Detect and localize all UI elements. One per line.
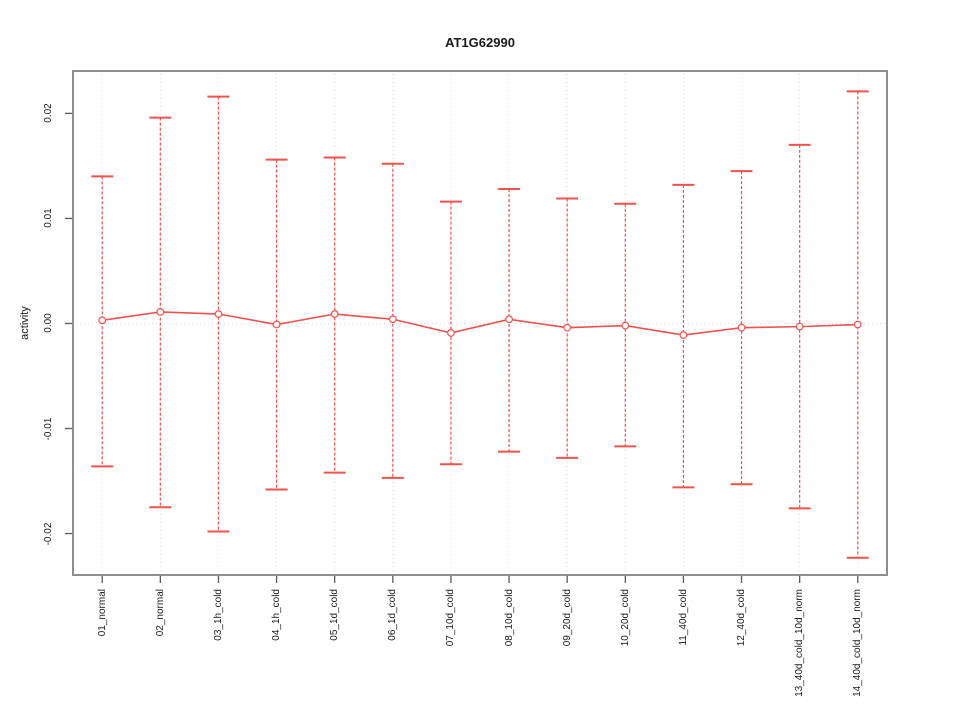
- x-tick-label: 04_1h_cold: [271, 589, 283, 641]
- y-tick-label: 0.01: [43, 208, 54, 229]
- data-point: [563, 323, 572, 332]
- x-tick-label: 03_1h_cold: [212, 589, 224, 641]
- data-point: [388, 315, 397, 324]
- data-point: [505, 315, 513, 324]
- data-point: [214, 310, 223, 318]
- plot-frame: [72, 70, 888, 576]
- x-tick-label: 06_1d_cold: [387, 589, 399, 641]
- y-axis-title: activity: [19, 306, 31, 340]
- chart-canvas: [65, 70, 888, 583]
- plot-area: [65, 70, 888, 583]
- data-point: [272, 320, 281, 329]
- data-point: [447, 329, 455, 337]
- y-tick-label: 0.02: [43, 103, 54, 124]
- x-tick-label: 13_40d_cold_10d_norm: [794, 589, 806, 697]
- x-tick-label: 05_1d_cold: [329, 589, 341, 641]
- x-tick-label: 10_20d_cold: [619, 589, 631, 647]
- mean-line: [102, 311, 858, 336]
- y-tick-label: -0.01: [43, 417, 54, 440]
- data-point: [156, 308, 165, 316]
- data-point: [853, 320, 862, 329]
- x-tick-label: 09_20d_cold: [561, 589, 573, 647]
- data-point: [98, 316, 107, 325]
- data-point: [737, 323, 746, 332]
- data-point: [621, 321, 630, 330]
- y-tick-label: 0.00: [43, 313, 54, 334]
- y-tick-label: -0.02: [43, 522, 54, 545]
- x-tick-label: 12_40d_cold: [736, 589, 748, 647]
- x-tick-label: 08_10d_cold: [503, 589, 515, 647]
- data-point: [330, 310, 339, 318]
- x-tick-label: 11_40d_cold: [677, 589, 689, 646]
- x-tick-label: 02_normal: [154, 589, 166, 637]
- data-point: [679, 331, 688, 339]
- data-point: [795, 322, 804, 331]
- x-tick-label: 07_10d_cold: [445, 589, 457, 647]
- chart-title: AT1G62990: [445, 35, 515, 50]
- x-tick-label: 01_normal: [96, 589, 108, 637]
- x-tick-label: 14_40d_cold_10d_norm: [852, 589, 864, 697]
